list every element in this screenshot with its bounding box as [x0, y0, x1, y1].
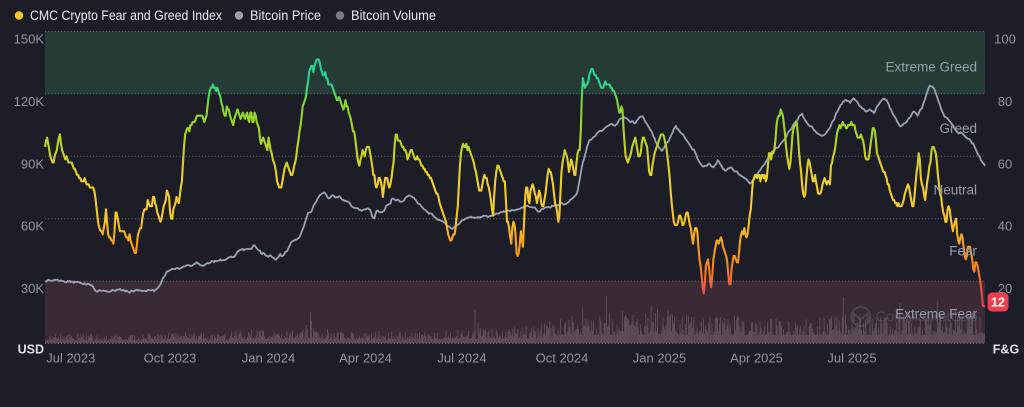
svg-text:F&G: F&G — [993, 343, 1019, 357]
svg-text:60: 60 — [998, 156, 1012, 171]
svg-text:Jan 2024: Jan 2024 — [242, 351, 296, 366]
svg-text:Jul 2024: Jul 2024 — [437, 351, 486, 366]
svg-text:Apr 2025: Apr 2025 — [730, 351, 783, 366]
svg-text:Extreme Greed: Extreme Greed — [885, 60, 977, 75]
svg-text:Bitcoin Volume: Bitcoin Volume — [351, 8, 436, 23]
svg-text:120K: 120K — [14, 94, 45, 109]
svg-text:12: 12 — [991, 296, 1005, 310]
svg-text:CMC Crypto Fear and Greed Inde: CMC Crypto Fear and Greed Index — [30, 8, 222, 23]
svg-text:Neutral: Neutral — [933, 183, 977, 198]
svg-text:Oct 2023: Oct 2023 — [144, 351, 197, 366]
svg-text:Extreme Fear: Extreme Fear — [895, 307, 977, 322]
svg-text:Greed: Greed — [939, 121, 977, 136]
svg-text:CoinMarketCap: CoinMarketCap — [876, 310, 978, 326]
svg-text:60K: 60K — [21, 219, 44, 234]
svg-text:Jul 2023: Jul 2023 — [46, 351, 95, 366]
svg-text:USD: USD — [18, 343, 44, 357]
svg-text:Oct 2024: Oct 2024 — [536, 351, 589, 366]
svg-text:20: 20 — [998, 281, 1012, 296]
svg-text:100: 100 — [994, 32, 1016, 47]
svg-text:40: 40 — [998, 219, 1012, 234]
svg-text:Jan 2025: Jan 2025 — [633, 351, 687, 366]
svg-text:Bitcoin Price: Bitcoin Price — [250, 8, 321, 23]
svg-text:30K: 30K — [21, 281, 44, 296]
svg-text:Fear: Fear — [949, 244, 977, 259]
svg-text:Jul 2025: Jul 2025 — [827, 351, 876, 366]
svg-text:150K: 150K — [14, 32, 45, 47]
svg-text:80: 80 — [998, 94, 1012, 109]
svg-text:90K: 90K — [21, 156, 44, 171]
svg-text:Apr 2024: Apr 2024 — [339, 351, 392, 366]
